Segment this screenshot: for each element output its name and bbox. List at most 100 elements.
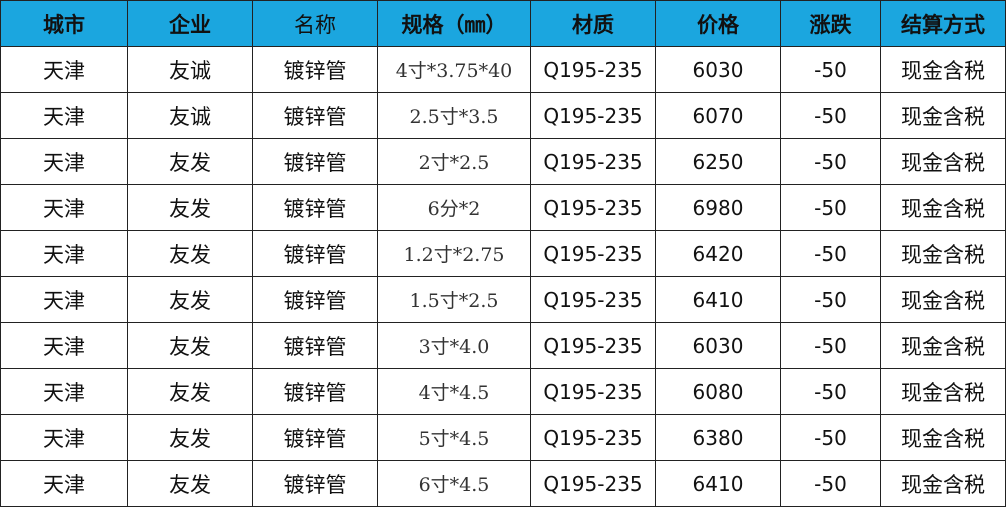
header-material: 材质 <box>530 0 656 47</box>
cell-city: 天津 <box>0 414 128 461</box>
cell-settlement: 现金含税 <box>880 230 1006 277</box>
cell-company: 友发 <box>127 230 253 277</box>
cell-city: 天津 <box>0 276 128 323</box>
cell-change: -50 <box>780 414 881 461</box>
cell-price: 6080 <box>655 368 781 415</box>
table-row: 天津 友诚 镀锌管 4寸*3.75*40 Q195-235 6030 -50 现金含税 <box>0 46 1006 93</box>
cell-product-name: 镀锌管 <box>252 230 378 277</box>
cell-company: 友发 <box>127 460 253 507</box>
cell-company: 友发 <box>127 414 253 461</box>
header-settlement: 结算方式 <box>880 0 1006 47</box>
cell-spec: 1.2寸*2.75 <box>377 230 531 277</box>
cell-company: 友诚 <box>127 46 253 93</box>
table-row: 天津 友发 镀锌管 6分*2 Q195-235 6980 -50 现金含税 <box>0 184 1006 231</box>
cell-city: 天津 <box>0 460 128 507</box>
cell-product-name: 镀锌管 <box>252 46 378 93</box>
cell-change: -50 <box>780 46 881 93</box>
table-row: 天津 友发 镀锌管 2寸*2.5 Q195-235 6250 -50 现金含税 <box>0 138 1006 185</box>
cell-settlement: 现金含税 <box>880 322 1006 369</box>
cell-city: 天津 <box>0 368 128 415</box>
cell-city: 天津 <box>0 230 128 277</box>
header-row: 城市 企业 名称 规格（㎜） 材质 价格 涨跌 结算方式 <box>0 0 1006 47</box>
cell-spec: 3寸*4.0 <box>377 322 531 369</box>
cell-price: 6420 <box>655 230 781 277</box>
table-row: 天津 友发 镀锌管 3寸*4.0 Q195-235 6030 -50 现金含税 <box>0 322 1006 369</box>
cell-product-name: 镀锌管 <box>252 92 378 139</box>
cell-city: 天津 <box>0 184 128 231</box>
cell-change: -50 <box>780 322 881 369</box>
cell-change: -50 <box>780 138 881 185</box>
cell-change: -50 <box>780 460 881 507</box>
cell-spec: 6寸*4.5 <box>377 460 531 507</box>
cell-material: Q195-235 <box>530 368 656 415</box>
table-row: 天津 友诚 镀锌管 2.5寸*3.5 Q195-235 6070 -50 现金含税 <box>0 92 1006 139</box>
header-company: 企业 <box>127 0 253 47</box>
cell-product-name: 镀锌管 <box>252 322 378 369</box>
cell-product-name: 镀锌管 <box>252 184 378 231</box>
cell-settlement: 现金含税 <box>880 92 1006 139</box>
cell-price: 6410 <box>655 460 781 507</box>
cell-spec: 2寸*2.5 <box>377 138 531 185</box>
header-city: 城市 <box>0 0 128 47</box>
cell-change: -50 <box>780 230 881 277</box>
header-product-name: 名称 <box>252 0 378 47</box>
cell-price: 6980 <box>655 184 781 231</box>
table-row: 天津 友发 镀锌管 1.2寸*2.75 Q195-235 6420 -50 现金含税 <box>0 230 1006 277</box>
cell-product-name: 镀锌管 <box>252 368 378 415</box>
cell-company: 友发 <box>127 276 253 323</box>
cell-change: -50 <box>780 184 881 231</box>
cell-spec: 5寸*4.5 <box>377 414 531 461</box>
cell-settlement: 现金含税 <box>880 276 1006 323</box>
table-row: 天津 友发 镀锌管 6寸*4.5 Q195-235 6410 -50 现金含税 <box>0 460 1006 507</box>
cell-product-name: 镀锌管 <box>252 414 378 461</box>
cell-price: 6070 <box>655 92 781 139</box>
cell-price: 6030 <box>655 322 781 369</box>
cell-material: Q195-235 <box>530 230 656 277</box>
cell-material: Q195-235 <box>530 414 656 461</box>
cell-product-name: 镀锌管 <box>252 460 378 507</box>
cell-change: -50 <box>780 276 881 323</box>
table-row: 天津 友发 镀锌管 4寸*4.5 Q195-235 6080 -50 现金含税 <box>0 368 1006 415</box>
cell-change: -50 <box>780 92 881 139</box>
cell-settlement: 现金含税 <box>880 460 1006 507</box>
cell-price: 6410 <box>655 276 781 323</box>
cell-product-name: 镀锌管 <box>252 138 378 185</box>
cell-price: 6030 <box>655 46 781 93</box>
cell-company: 友发 <box>127 184 253 231</box>
table-row: 天津 友发 镀锌管 1.5寸*2.5 Q195-235 6410 -50 现金含税 <box>0 276 1006 323</box>
cell-material: Q195-235 <box>530 184 656 231</box>
cell-material: Q195-235 <box>530 460 656 507</box>
cell-material: Q195-235 <box>530 138 656 185</box>
cell-material: Q195-235 <box>530 92 656 139</box>
cell-company: 友诚 <box>127 92 253 139</box>
cell-settlement: 现金含税 <box>880 46 1006 93</box>
cell-spec: 6分*2 <box>377 184 531 231</box>
cell-city: 天津 <box>0 322 128 369</box>
cell-city: 天津 <box>0 92 128 139</box>
cell-spec: 1.5寸*2.5 <box>377 276 531 323</box>
cell-company: 友发 <box>127 322 253 369</box>
cell-material: Q195-235 <box>530 322 656 369</box>
cell-change: -50 <box>780 368 881 415</box>
cell-product-name: 镀锌管 <box>252 276 378 323</box>
cell-company: 友发 <box>127 138 253 185</box>
cell-settlement: 现金含税 <box>880 184 1006 231</box>
cell-spec: 4寸*4.5 <box>377 368 531 415</box>
cell-material: Q195-235 <box>530 46 656 93</box>
cell-spec: 4寸*3.75*40 <box>377 46 531 93</box>
cell-settlement: 现金含税 <box>880 138 1006 185</box>
header-spec: 规格（㎜） <box>377 0 531 47</box>
cell-settlement: 现金含税 <box>880 414 1006 461</box>
cell-city: 天津 <box>0 138 128 185</box>
cell-price: 6250 <box>655 138 781 185</box>
cell-material: Q195-235 <box>530 276 656 323</box>
table-row: 天津 友发 镀锌管 5寸*4.5 Q195-235 6380 -50 现金含税 <box>0 414 1006 461</box>
cell-spec: 2.5寸*3.5 <box>377 92 531 139</box>
cell-city: 天津 <box>0 46 128 93</box>
header-change: 涨跌 <box>780 0 881 47</box>
cell-settlement: 现金含税 <box>880 368 1006 415</box>
cell-price: 6380 <box>655 414 781 461</box>
cell-company: 友发 <box>127 368 253 415</box>
header-price: 价格 <box>655 0 781 47</box>
